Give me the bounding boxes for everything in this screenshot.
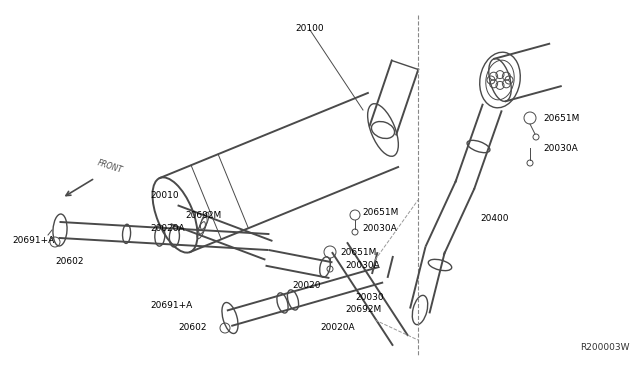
Text: 20651M: 20651M [543, 113, 579, 122]
Text: FRONT: FRONT [96, 158, 124, 175]
Text: R200003W: R200003W [580, 343, 630, 352]
Text: 20651M: 20651M [340, 247, 376, 257]
Text: 20030A: 20030A [345, 262, 380, 270]
Text: 20010: 20010 [150, 190, 179, 199]
Text: 20691+A: 20691+A [150, 301, 192, 310]
Text: 20020A: 20020A [320, 324, 355, 333]
Text: 20030A: 20030A [362, 224, 397, 232]
Text: 20030: 20030 [355, 294, 383, 302]
Text: 20651M: 20651M [362, 208, 398, 217]
Text: 20100: 20100 [296, 23, 324, 32]
Text: 20602: 20602 [55, 257, 83, 266]
Text: 20691+A: 20691+A [12, 235, 54, 244]
Text: 20602: 20602 [178, 324, 207, 333]
Text: 20020: 20020 [292, 280, 321, 289]
Text: 20020A: 20020A [150, 224, 184, 232]
Text: 20400: 20400 [480, 214, 509, 222]
Text: 20030A: 20030A [543, 144, 578, 153]
Text: 20692M: 20692M [345, 305, 381, 314]
Text: 20692M: 20692M [185, 211, 221, 219]
